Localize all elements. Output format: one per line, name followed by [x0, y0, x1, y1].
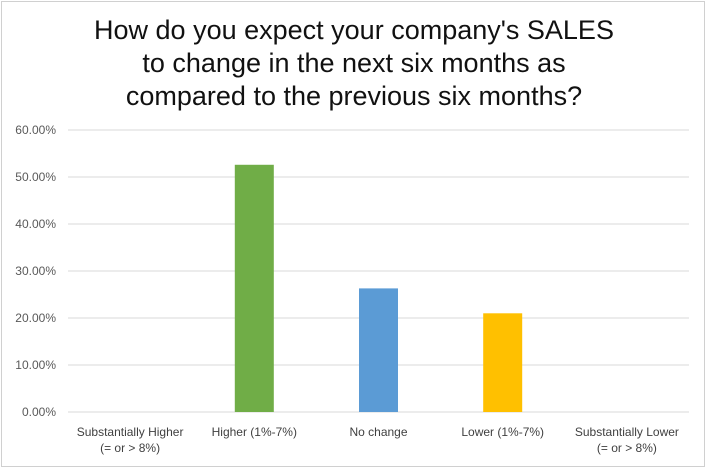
- x-category-label: Lower (1%-7%): [461, 425, 544, 439]
- x-category-label: No change: [349, 425, 407, 439]
- chart-title-line-2: to change in the next six months as: [142, 48, 566, 78]
- x-category-label: (= or > 8%): [597, 441, 657, 455]
- y-tick-label: 60.00%: [15, 123, 56, 137]
- x-category-label: Substantially Higher: [77, 425, 184, 439]
- chart-title: How do you expect your company's SALES t…: [0, 14, 708, 113]
- bar: [234, 164, 274, 412]
- x-axis-category-labels: Substantially Higher (= or > 8%) Higher (1…: [77, 425, 679, 455]
- bar: [359, 288, 398, 412]
- y-axis-tick-labels: 0.00% 10.00% 20.00% 30.00% 40.00% 50.00% 60.00…: [15, 123, 56, 419]
- x-category-label: (= or > 8%): [100, 441, 160, 455]
- y-tick-label: 30.00%: [15, 264, 56, 278]
- bars: [234, 164, 523, 412]
- chart-title-line-3: compared to the previous six months?: [125, 81, 583, 111]
- y-tick-label: 20.00%: [15, 311, 56, 325]
- chart-title-line-1: How do you expect your company's SALES: [94, 15, 614, 45]
- y-tick-label: 50.00%: [15, 170, 56, 184]
- x-category-label: Substantially Lower: [575, 425, 679, 439]
- y-tick-label: 0.00%: [22, 405, 56, 419]
- y-tick-label: 40.00%: [15, 217, 56, 231]
- bar: [483, 313, 523, 412]
- x-category-label: Higher (1%-7%): [212, 425, 297, 439]
- y-tick-label: 10.00%: [15, 358, 56, 372]
